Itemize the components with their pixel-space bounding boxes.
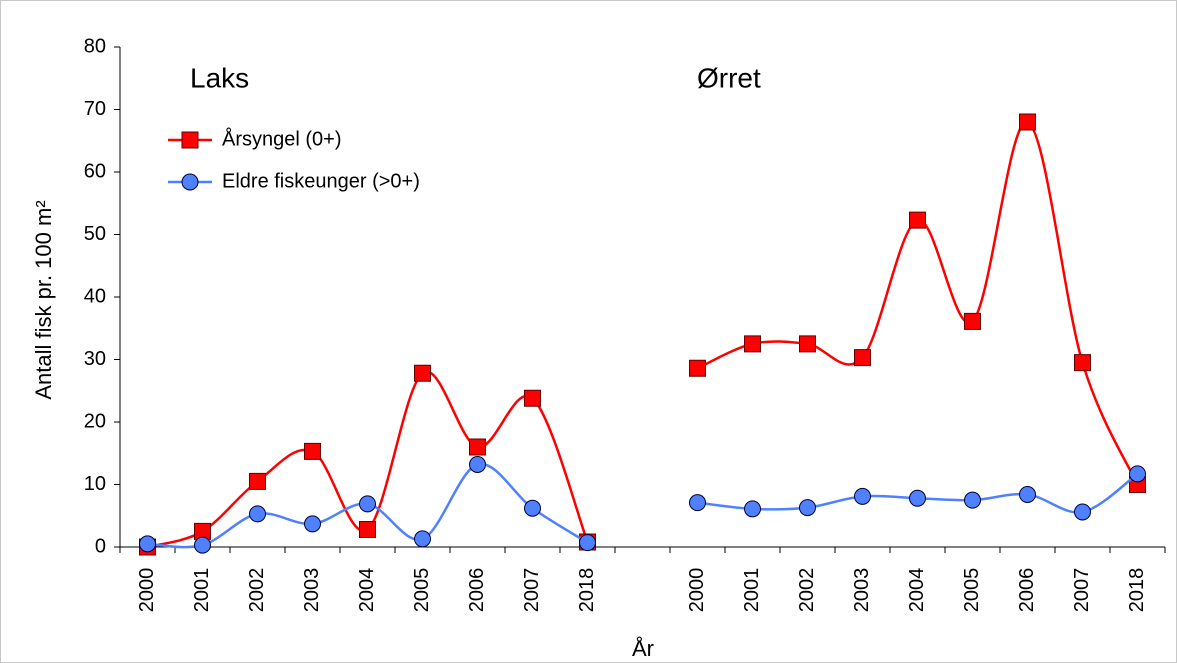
x-tick-label: 2000 xyxy=(136,568,158,613)
marker xyxy=(181,173,199,191)
marker xyxy=(909,489,926,507)
marker xyxy=(359,521,376,538)
marker xyxy=(524,499,541,517)
x-tick-label: 2005 xyxy=(411,568,433,613)
x-tick-label: 2003 xyxy=(851,568,873,613)
marker xyxy=(469,438,486,456)
x-tick-label: 2007 xyxy=(1071,568,1093,613)
marker xyxy=(579,534,596,552)
x-tick-label: 2006 xyxy=(466,568,488,613)
x-axis-title: År xyxy=(632,636,654,661)
x-tick-label: 2007 xyxy=(521,568,543,613)
x-tick-label: 2018 xyxy=(1126,568,1148,613)
annotation: Laks xyxy=(190,62,249,93)
y-tick-label: 10 xyxy=(84,473,106,495)
marker xyxy=(799,335,816,353)
marker xyxy=(1074,354,1091,372)
y-tick-label: 80 xyxy=(84,35,106,57)
y-tick-label: 0 xyxy=(95,535,106,557)
x-tick-label: 2002 xyxy=(246,568,268,613)
marker xyxy=(854,349,871,367)
legend-label: Eldre fiskeunger (>0+) xyxy=(222,170,420,192)
y-tick-label: 70 xyxy=(84,98,106,120)
x-tick-label: 2004 xyxy=(906,568,928,613)
marker xyxy=(304,515,321,533)
y-axis-title: Antall fisk pr. 100 m² xyxy=(31,200,56,399)
marker xyxy=(249,505,266,523)
annotation: Ørret xyxy=(697,62,761,93)
x-tick-label: 2001 xyxy=(741,568,763,613)
legend-label: Årsyngel (0+) xyxy=(222,127,342,150)
marker xyxy=(181,131,199,149)
marker xyxy=(304,442,321,460)
x-tick-label: 2001 xyxy=(191,568,213,613)
x-tick-label: 2018 xyxy=(576,568,598,613)
marker xyxy=(1074,503,1091,521)
y-tick-label: 20 xyxy=(84,410,106,432)
marker xyxy=(689,494,706,512)
marker xyxy=(469,456,486,473)
marker xyxy=(249,472,266,490)
marker xyxy=(359,495,376,513)
marker xyxy=(964,491,981,509)
y-tick-label: 60 xyxy=(84,160,106,182)
marker xyxy=(744,335,761,353)
y-tick-label: 30 xyxy=(84,348,106,370)
x-tick-label: 2005 xyxy=(961,568,983,613)
marker xyxy=(194,536,211,554)
marker xyxy=(744,500,761,518)
marker xyxy=(799,499,816,517)
marker xyxy=(854,487,871,505)
marker xyxy=(964,312,981,330)
marker xyxy=(414,364,431,382)
marker xyxy=(414,530,431,548)
marker xyxy=(1019,113,1036,131)
y-tick-label: 50 xyxy=(84,223,106,245)
x-tick-label: 2000 xyxy=(686,568,708,613)
x-tick-label: 2003 xyxy=(301,568,323,613)
marker xyxy=(1129,465,1146,483)
marker xyxy=(139,535,156,553)
y-tick-label: 40 xyxy=(84,285,106,307)
marker xyxy=(909,211,926,229)
x-tick-label: 2004 xyxy=(356,568,378,613)
marker xyxy=(689,359,706,377)
marker xyxy=(524,389,541,407)
x-tick-label: 2002 xyxy=(796,568,818,613)
marker xyxy=(1019,486,1036,503)
x-tick-label: 2006 xyxy=(1016,568,1038,613)
